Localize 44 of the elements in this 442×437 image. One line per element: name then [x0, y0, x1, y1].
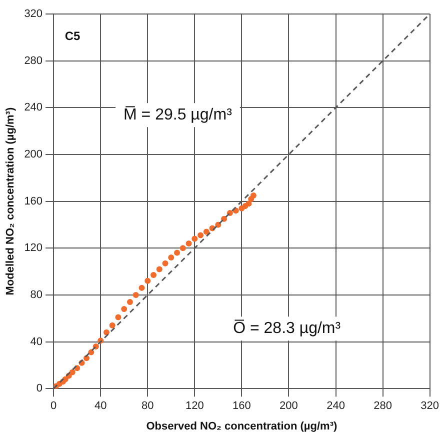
x-axis-title: Observed NO₂ concentration (µg/m³) [146, 420, 338, 432]
y-tick-label: 320 [24, 8, 43, 20]
point [138, 284, 145, 291]
x-tick-label: 280 [374, 400, 392, 412]
y-tick-label: 0 [36, 382, 43, 395]
point [144, 278, 151, 284]
y-tick-label: 200 [24, 148, 43, 161]
x-tick-label: 320 [420, 400, 440, 412]
x-tick-label: 160 [232, 400, 251, 412]
x-tick-label: 40 [94, 400, 107, 412]
point [180, 245, 186, 252]
y-tick-label: 240 [24, 102, 43, 114]
point [168, 254, 174, 260]
x-tick-label: 200 [280, 400, 298, 412]
point [132, 292, 139, 298]
y-axis-title: Modelled NO₂ concentration (µg/m³) [4, 107, 17, 296]
point [203, 228, 210, 235]
x-tick-label: 240 [326, 400, 345, 412]
point [109, 322, 116, 328]
y-tick-label: 120 [24, 242, 43, 254]
point [115, 314, 122, 320]
point [103, 329, 110, 336]
point [156, 266, 162, 272]
point [69, 369, 76, 376]
point [162, 260, 168, 266]
y-tick-label: 40 [30, 336, 43, 348]
x-tick-label: 80 [141, 400, 154, 412]
point [198, 232, 204, 238]
y-tick-label: 280 [24, 54, 43, 67]
annotation: M̅ = 29.5 µg/m³ [124, 106, 233, 124]
annotation: C5 [64, 28, 81, 43]
point [121, 306, 128, 312]
point [174, 250, 180, 256]
y-tick-label: 160 [24, 195, 43, 208]
point [150, 272, 156, 278]
annotation: O̅ = 28.3 µg/m³ [233, 319, 342, 338]
point [221, 216, 228, 222]
point [186, 240, 192, 246]
y-tick-label: 80 [30, 288, 43, 301]
x-tick-label: 120 [185, 400, 204, 412]
x-tick-label: 0 [50, 400, 57, 412]
point [250, 192, 256, 198]
point [126, 298, 133, 305]
point [192, 236, 198, 242]
